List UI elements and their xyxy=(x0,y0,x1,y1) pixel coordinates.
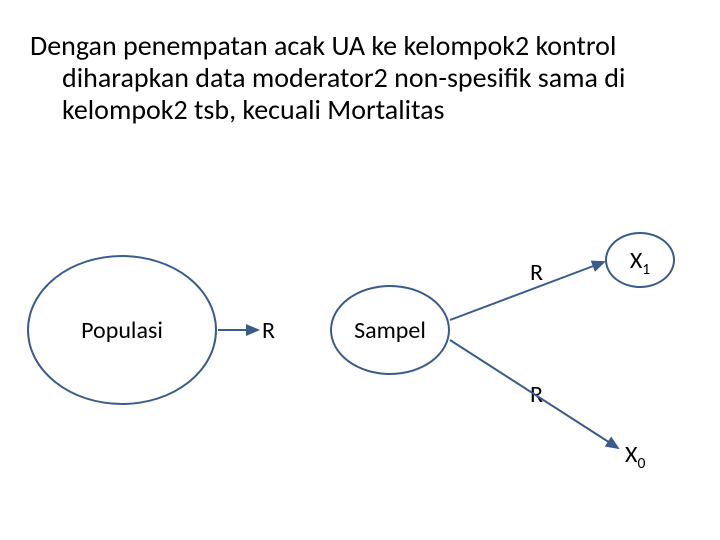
slide-root: { "text": { "paragraph": "Dengan penempa… xyxy=(0,0,720,540)
edge-line xyxy=(450,340,618,448)
diagram-edges xyxy=(0,0,720,540)
edge-line xyxy=(450,262,604,320)
